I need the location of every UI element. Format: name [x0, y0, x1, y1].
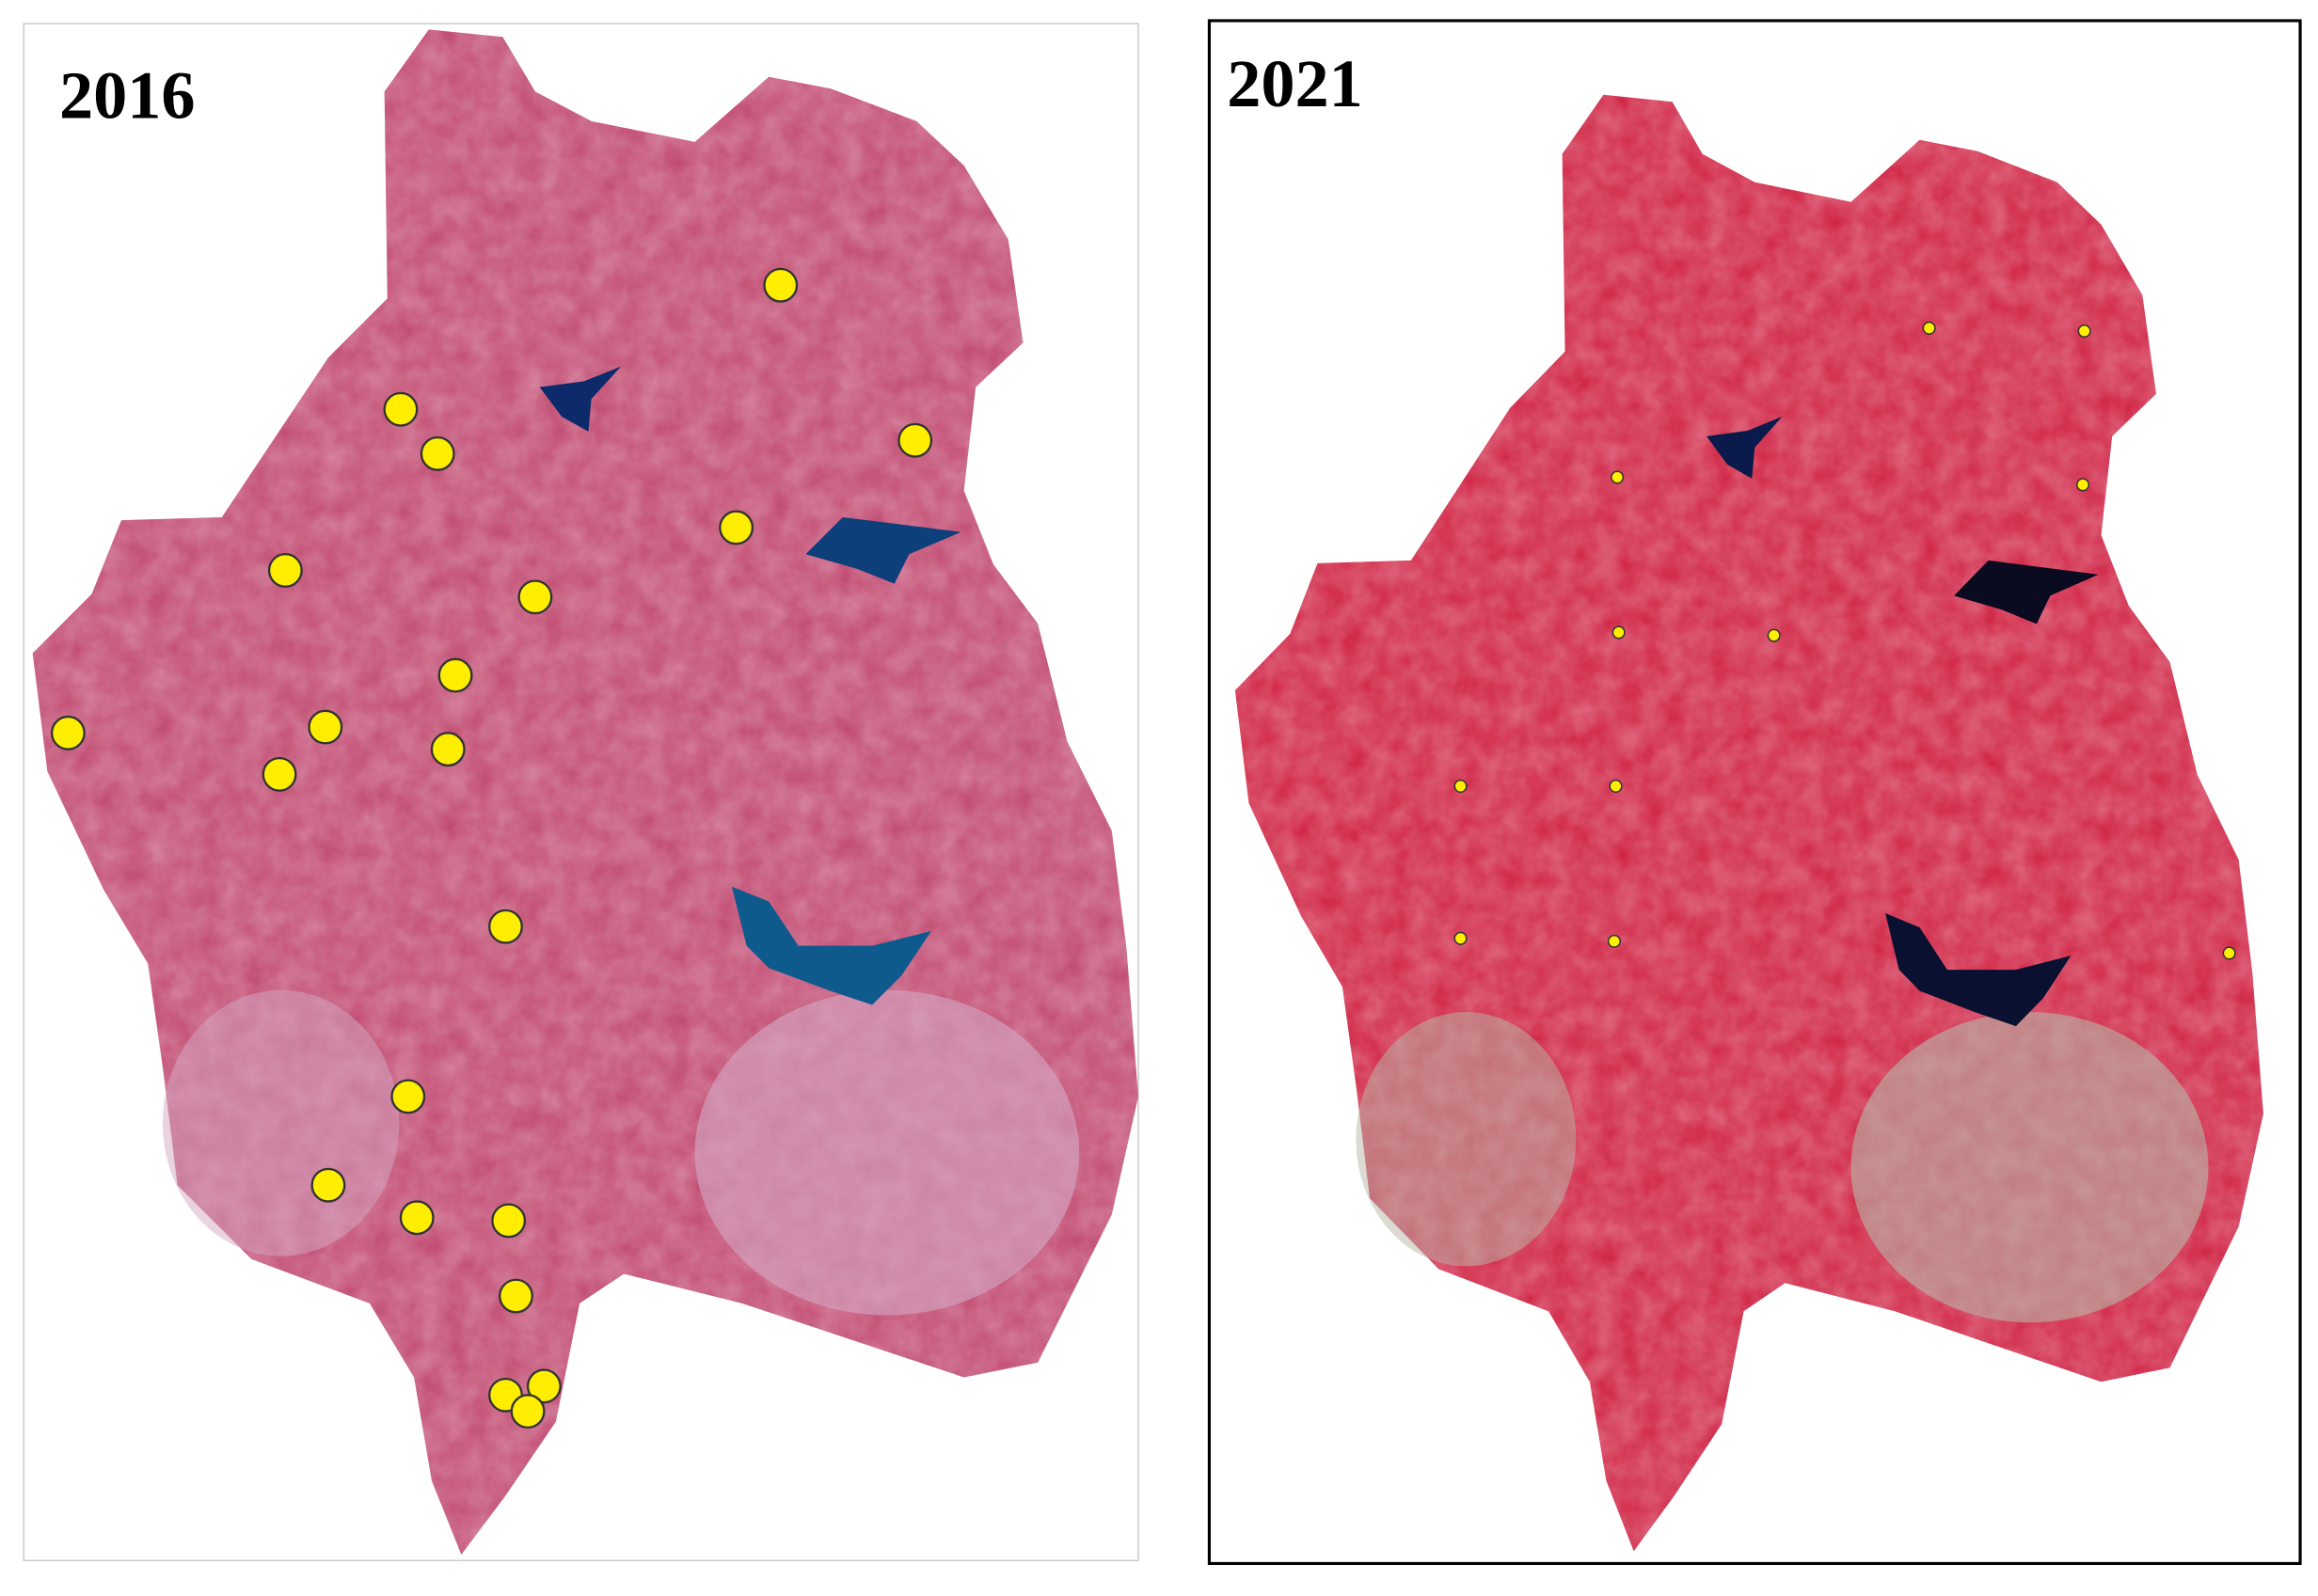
land-patch — [1850, 1012, 2209, 1323]
reservoir — [539, 366, 622, 432]
reservoir — [731, 886, 932, 1005]
panel-title: 2021 — [1227, 46, 1363, 121]
reservoir — [805, 516, 961, 584]
panel-2021: 2021 — [1207, 19, 2302, 1566]
reservoir — [1954, 560, 2099, 624]
land-patch — [1356, 1012, 1577, 1267]
land-patch — [162, 989, 400, 1256]
reservoir — [1885, 913, 2072, 1027]
sample-points — [50, 267, 933, 1430]
land-patch — [694, 989, 1080, 1316]
panel-title: 2016 — [59, 58, 196, 134]
sample-points — [1453, 321, 2236, 960]
reservoir — [1707, 416, 1783, 479]
panel-2016: 2016 — [23, 23, 1139, 1562]
